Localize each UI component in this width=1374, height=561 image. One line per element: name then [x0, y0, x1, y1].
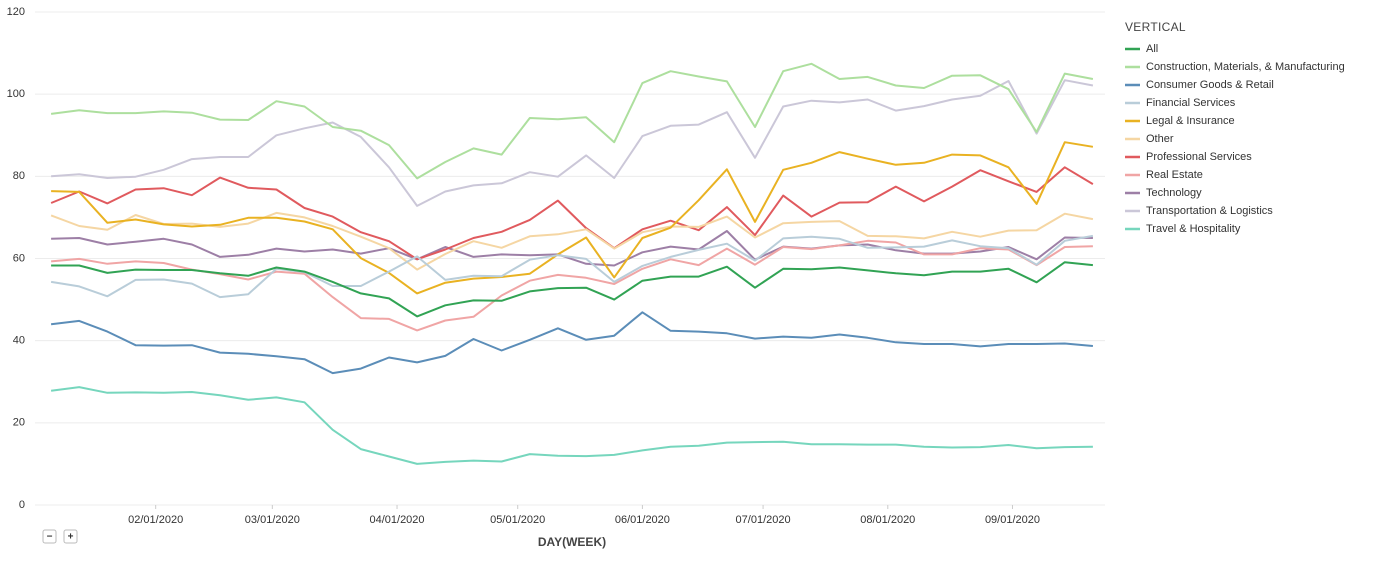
series-line: [51, 79, 1094, 207]
legend-label: Other: [1146, 133, 1174, 145]
y-tick-label: 0: [19, 499, 25, 511]
x-tick-label: 08/01/2020: [860, 514, 915, 526]
legend-label: Travel & Hospitality: [1146, 223, 1241, 235]
x-tick-label: 03/01/2020: [245, 514, 300, 526]
series-line: [51, 261, 1094, 318]
x-axis-title: DAY(WEEK): [538, 535, 606, 549]
button-frame[interactable]: [63, 529, 78, 544]
x-tick-label: 05/01/2020: [490, 514, 545, 526]
series-line: [51, 239, 1093, 332]
legend-label: Transportation & Logistics: [1146, 205, 1273, 217]
series-line: [50, 386, 1093, 465]
y-tick-label: 100: [7, 88, 25, 100]
y-tick-label: 80: [13, 170, 25, 182]
x-tick-label: 02/01/2020: [128, 514, 183, 526]
series-line: [50, 234, 1094, 299]
legend-label: Consumer Goods & Retail: [1146, 79, 1274, 91]
zoom-in-button[interactable]: +: [63, 529, 78, 544]
legend-label: Legal & Insurance: [1146, 115, 1235, 127]
legend-label: All: [1146, 43, 1158, 55]
series-line: [50, 211, 1094, 271]
legend-label: Construction, Materials, & Manufacturing: [1146, 61, 1345, 73]
zoom-in-label[interactable]: +: [68, 532, 74, 543]
series-line: [50, 62, 1094, 180]
grid: [35, 11, 1105, 506]
button-frame[interactable]: [42, 529, 57, 544]
y-tick-label: 60: [13, 252, 25, 264]
zoom-out-label[interactable]: −: [47, 532, 53, 543]
x-tick-label: 06/01/2020: [615, 514, 670, 526]
series-line: [50, 166, 1094, 261]
series-line: [50, 311, 1093, 375]
y-tick-label: 40: [13, 335, 25, 347]
legend-label: Financial Services: [1146, 97, 1236, 109]
legend-label: Technology: [1146, 187, 1202, 199]
x-tick-label: 04/01/2020: [369, 514, 424, 526]
legend-label: Professional Services: [1146, 151, 1252, 163]
x-tick-label: 09/01/2020: [985, 514, 1040, 526]
legend-title: VERTICAL: [1125, 20, 1186, 34]
series-line: [51, 141, 1094, 295]
y-tick-label: 120: [7, 6, 25, 18]
x-tick-label: 07/01/2020: [736, 514, 791, 526]
legend-label: Real Estate: [1146, 169, 1203, 181]
y-tick-label: 20: [13, 417, 25, 429]
zoom-out-button[interactable]: −: [42, 529, 57, 544]
